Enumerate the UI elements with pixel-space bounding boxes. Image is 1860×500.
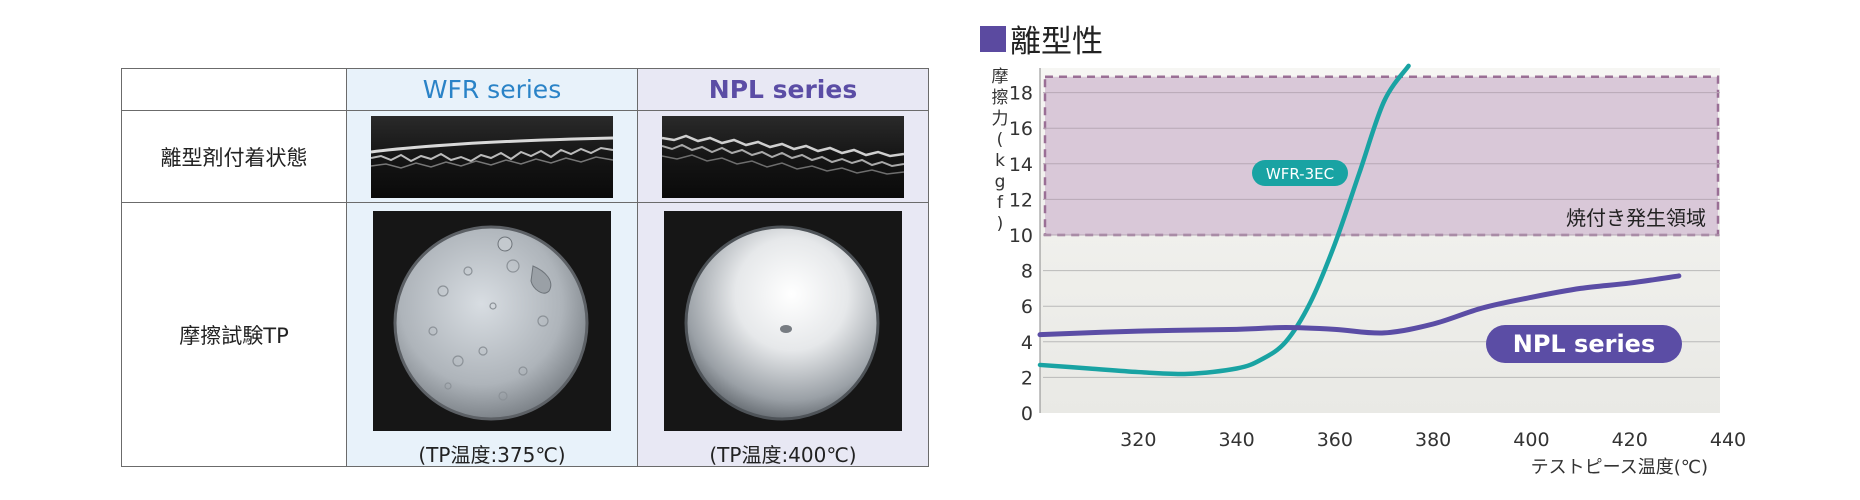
row-label-release-agent: 離型剤付着状態 [121,110,347,203]
legend-wfr-badge: WFR-3EC [1252,160,1348,186]
y-tick-label: 16 [1009,118,1033,140]
header-npl-label: NPL series [708,75,858,104]
y-axis-label-char: ) [997,214,1004,234]
y-tick-label: 2 [1021,367,1033,389]
series-line-npl [1037,273,1682,338]
y-axis-label-char: ( [997,130,1004,150]
x-tick-label: 380 [1415,429,1451,451]
y-tick-label: 6 [1021,296,1033,318]
x-tick-label: 360 [1317,429,1353,451]
table-row-release-agent: 離型剤付着状態 [121,110,929,203]
chart-title: 離型性 [980,16,1103,61]
x-axis-ticks: 320 340 360 380 400 420 440 [1120,429,1746,451]
wfr-release-agent-image [371,115,613,198]
y-tick-label: 14 [1009,154,1033,176]
series-line-wfr [1037,63,1411,377]
cell-wfr-tp: (TP温度:375℃) [346,202,638,467]
npl-release-agent-image [662,115,904,198]
header-npl: NPL series [637,68,929,111]
seizure-region-label: 焼付き発生領域 [1566,206,1706,230]
comparison-table: WFR series NPL series 離型剤付着状態 [121,68,929,467]
wfr-test-piece-image [373,210,611,431]
y-tick-label: 4 [1021,332,1033,354]
y-tick-label: 18 [1009,83,1033,105]
legend-wfr-badge-bg [1252,160,1348,186]
caption-npl: (TP温度:400℃) [709,442,857,467]
y-axis-label-char: g [995,172,1006,192]
x-tick-label: 420 [1612,429,1648,451]
x-tick-label: 400 [1513,429,1549,451]
y-axis-label-char: 力 [992,109,1009,129]
grid-lines [1039,68,1720,413]
y-tick-label: 10 [1009,225,1033,247]
cell-npl-strip [637,110,929,203]
chart-title-text: 離型性 [1010,24,1103,60]
title-square-icon [980,25,1006,52]
cell-wfr-strip [346,110,638,203]
header-wfr-label: WFR series [422,75,562,104]
caption-wfr: (TP温度:375℃) [418,442,566,467]
npl-test-piece-image [664,210,902,431]
table-row-friction-tp: 摩擦試験TP [121,202,929,467]
legend-npl-badge: NPL series [1486,325,1682,363]
x-tick-label: 340 [1218,429,1254,451]
y-tick-label: 8 [1021,261,1033,283]
legend-wfr-label: WFR-3EC [1266,165,1334,183]
y-axis-label-char: f [997,193,1004,213]
x-tick-label: 440 [1710,429,1746,451]
legend-npl-badge-bg [1486,325,1682,363]
y-axis-label: 摩擦力(kgf) [992,67,1009,234]
table-corner-cell [121,68,347,111]
x-tick-label: 320 [1120,429,1156,451]
y-tick-label: 12 [1009,189,1033,211]
legend-npl-label: NPL series [1513,330,1656,358]
y-tick-label: 0 [1021,403,1033,425]
x-axis-label: テストピース温度(℃) [1531,457,1708,478]
y-axis-label-char: 擦 [992,88,1009,108]
y-axis-label-char: k [995,151,1005,171]
y-axis-ticks: 0 2 4 6 8 10 12 14 16 18 [1009,83,1033,425]
cell-npl-tp: (TP温度:400℃) [637,202,929,467]
y-axis-label-char: 摩 [992,67,1009,87]
